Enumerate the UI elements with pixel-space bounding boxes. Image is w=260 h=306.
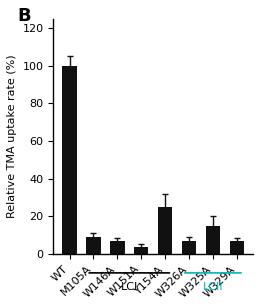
Bar xyxy=(230,241,244,254)
Bar xyxy=(110,241,125,254)
Bar xyxy=(182,241,196,254)
Y-axis label: Relative TMA uptake rate (%): Relative TMA uptake rate (%) xyxy=(7,54,17,218)
Text: LCI: LCI xyxy=(121,282,138,292)
Bar xyxy=(206,226,220,254)
Bar xyxy=(86,237,101,254)
Text: LCII: LCII xyxy=(203,282,223,292)
Text: B: B xyxy=(17,7,31,25)
Bar xyxy=(62,66,77,254)
Bar xyxy=(158,207,172,254)
Bar xyxy=(134,247,148,254)
